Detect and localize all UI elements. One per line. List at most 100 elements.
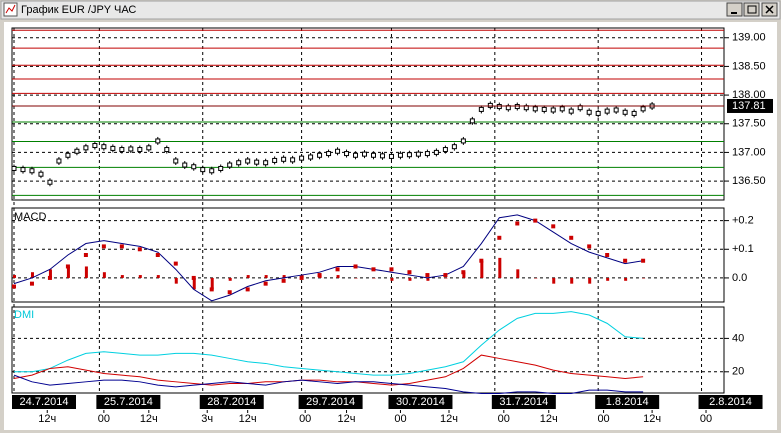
dmi-label: DMI xyxy=(14,309,34,321)
price-candle xyxy=(74,148,80,154)
price-candle xyxy=(388,153,394,159)
macd-histogram-bar xyxy=(534,277,538,279)
price-candle xyxy=(496,104,502,110)
macd-histogram-bar xyxy=(624,277,628,281)
price-candle xyxy=(442,147,448,153)
window-title: График EUR /JPY ЧАС xyxy=(21,4,136,16)
price-candle xyxy=(424,151,430,157)
price-candle xyxy=(254,159,260,165)
macd-histogram-bar xyxy=(408,277,412,281)
price-candle xyxy=(236,160,242,166)
price-candle xyxy=(173,158,179,164)
hour-label: 00 xyxy=(98,413,110,425)
price-candle xyxy=(299,155,305,161)
price-candle xyxy=(83,145,89,151)
date-label: 2.8.2014 xyxy=(709,396,752,408)
macd-histogram-bar xyxy=(444,277,448,279)
macd-histogram-bar xyxy=(13,275,16,278)
macd-signal-dot xyxy=(443,273,448,278)
price-candle xyxy=(344,151,350,157)
price-candle xyxy=(335,148,341,154)
macd-signal-dot xyxy=(209,287,214,292)
macd-histogram-bar xyxy=(30,272,34,278)
macd-histogram-bar xyxy=(336,275,340,278)
price-candle xyxy=(227,162,233,168)
price-panel xyxy=(11,27,725,201)
macd-signal-dot xyxy=(299,275,304,280)
chart-area xyxy=(4,22,777,430)
macd-histogram-bar xyxy=(210,277,214,290)
dmi-line xyxy=(14,311,644,376)
macd-histogram-bar xyxy=(246,275,250,278)
maximize-button[interactable] xyxy=(743,2,760,17)
price-candle xyxy=(146,145,152,151)
price-candle xyxy=(631,110,637,116)
macd-histogram-bar xyxy=(480,260,484,278)
macd-histogram-bar xyxy=(570,277,574,284)
hour-label: 00 xyxy=(299,413,311,425)
price-candle xyxy=(586,109,592,115)
y-tick-label: 0.0 xyxy=(732,272,747,284)
date-box xyxy=(298,395,363,409)
hour-label: 00 xyxy=(700,413,712,425)
macd-histogram-bar xyxy=(372,277,376,279)
macd-signal-dot xyxy=(515,221,520,226)
macd-histogram-bar xyxy=(462,272,466,278)
price-candle xyxy=(137,147,143,153)
macd-label: MACD xyxy=(14,211,46,223)
macd-histogram-bar xyxy=(84,266,88,278)
macd-histogram-bar xyxy=(588,277,592,284)
hour-label: 12ч xyxy=(38,413,56,425)
price-candle xyxy=(353,152,359,158)
macd-signal-dot xyxy=(47,275,52,280)
price-candle xyxy=(595,110,601,116)
macd-signal-dot xyxy=(569,235,574,240)
macd-signal-dot xyxy=(533,218,538,223)
macd-histogram-bar xyxy=(102,272,106,278)
y-tick-label: +0.2 xyxy=(732,215,754,227)
price-candle xyxy=(65,152,71,158)
price-candle xyxy=(155,138,161,144)
last-price-label: 137.81 xyxy=(732,100,766,112)
macd-histogram-bar xyxy=(516,269,520,278)
date-box xyxy=(96,395,161,409)
macd-signal-dot xyxy=(371,267,376,272)
hour-label: 12ч xyxy=(140,413,158,425)
date-box xyxy=(595,395,660,409)
price-candle xyxy=(469,118,475,124)
macd-histogram-bar xyxy=(156,275,160,278)
date-box xyxy=(491,395,556,409)
price-candle xyxy=(119,147,125,153)
price-candle xyxy=(272,157,278,163)
date-label: 30.7.2014 xyxy=(396,396,445,408)
price-candle xyxy=(290,157,296,163)
macd-histogram-bar xyxy=(426,277,430,281)
macd-signal-dot xyxy=(551,224,556,229)
hour-label: 12ч xyxy=(440,413,458,425)
window-buttons[interactable] xyxy=(726,2,778,17)
hour-label: 12ч xyxy=(338,413,356,425)
last-price-box xyxy=(727,98,773,113)
minimize-button[interactable] xyxy=(726,2,743,17)
price-candle xyxy=(47,179,53,185)
macd-line xyxy=(13,214,644,302)
macd-histogram-bar xyxy=(552,277,556,284)
price-candle xyxy=(487,102,493,108)
macd-signal-dot xyxy=(623,258,628,263)
date-box xyxy=(698,395,763,409)
macd-signal-dot xyxy=(191,275,196,280)
price-candle xyxy=(218,165,224,171)
price-candle xyxy=(622,109,628,115)
dmi-line xyxy=(13,374,644,395)
y-tick-label: +0.1 xyxy=(732,243,754,255)
hour-label: 12ч xyxy=(643,413,661,425)
hour-label: 00 xyxy=(394,413,406,425)
price-candle xyxy=(406,152,412,158)
macd-histogram-bar xyxy=(606,277,610,281)
macd-histogram-bar xyxy=(282,275,286,278)
macd-signal-dot xyxy=(389,267,394,272)
macd-signal-dot xyxy=(641,258,646,263)
macd-signal-dot xyxy=(479,258,484,263)
macd-histogram-bar xyxy=(192,277,196,290)
macd-signal-dot xyxy=(227,290,232,295)
